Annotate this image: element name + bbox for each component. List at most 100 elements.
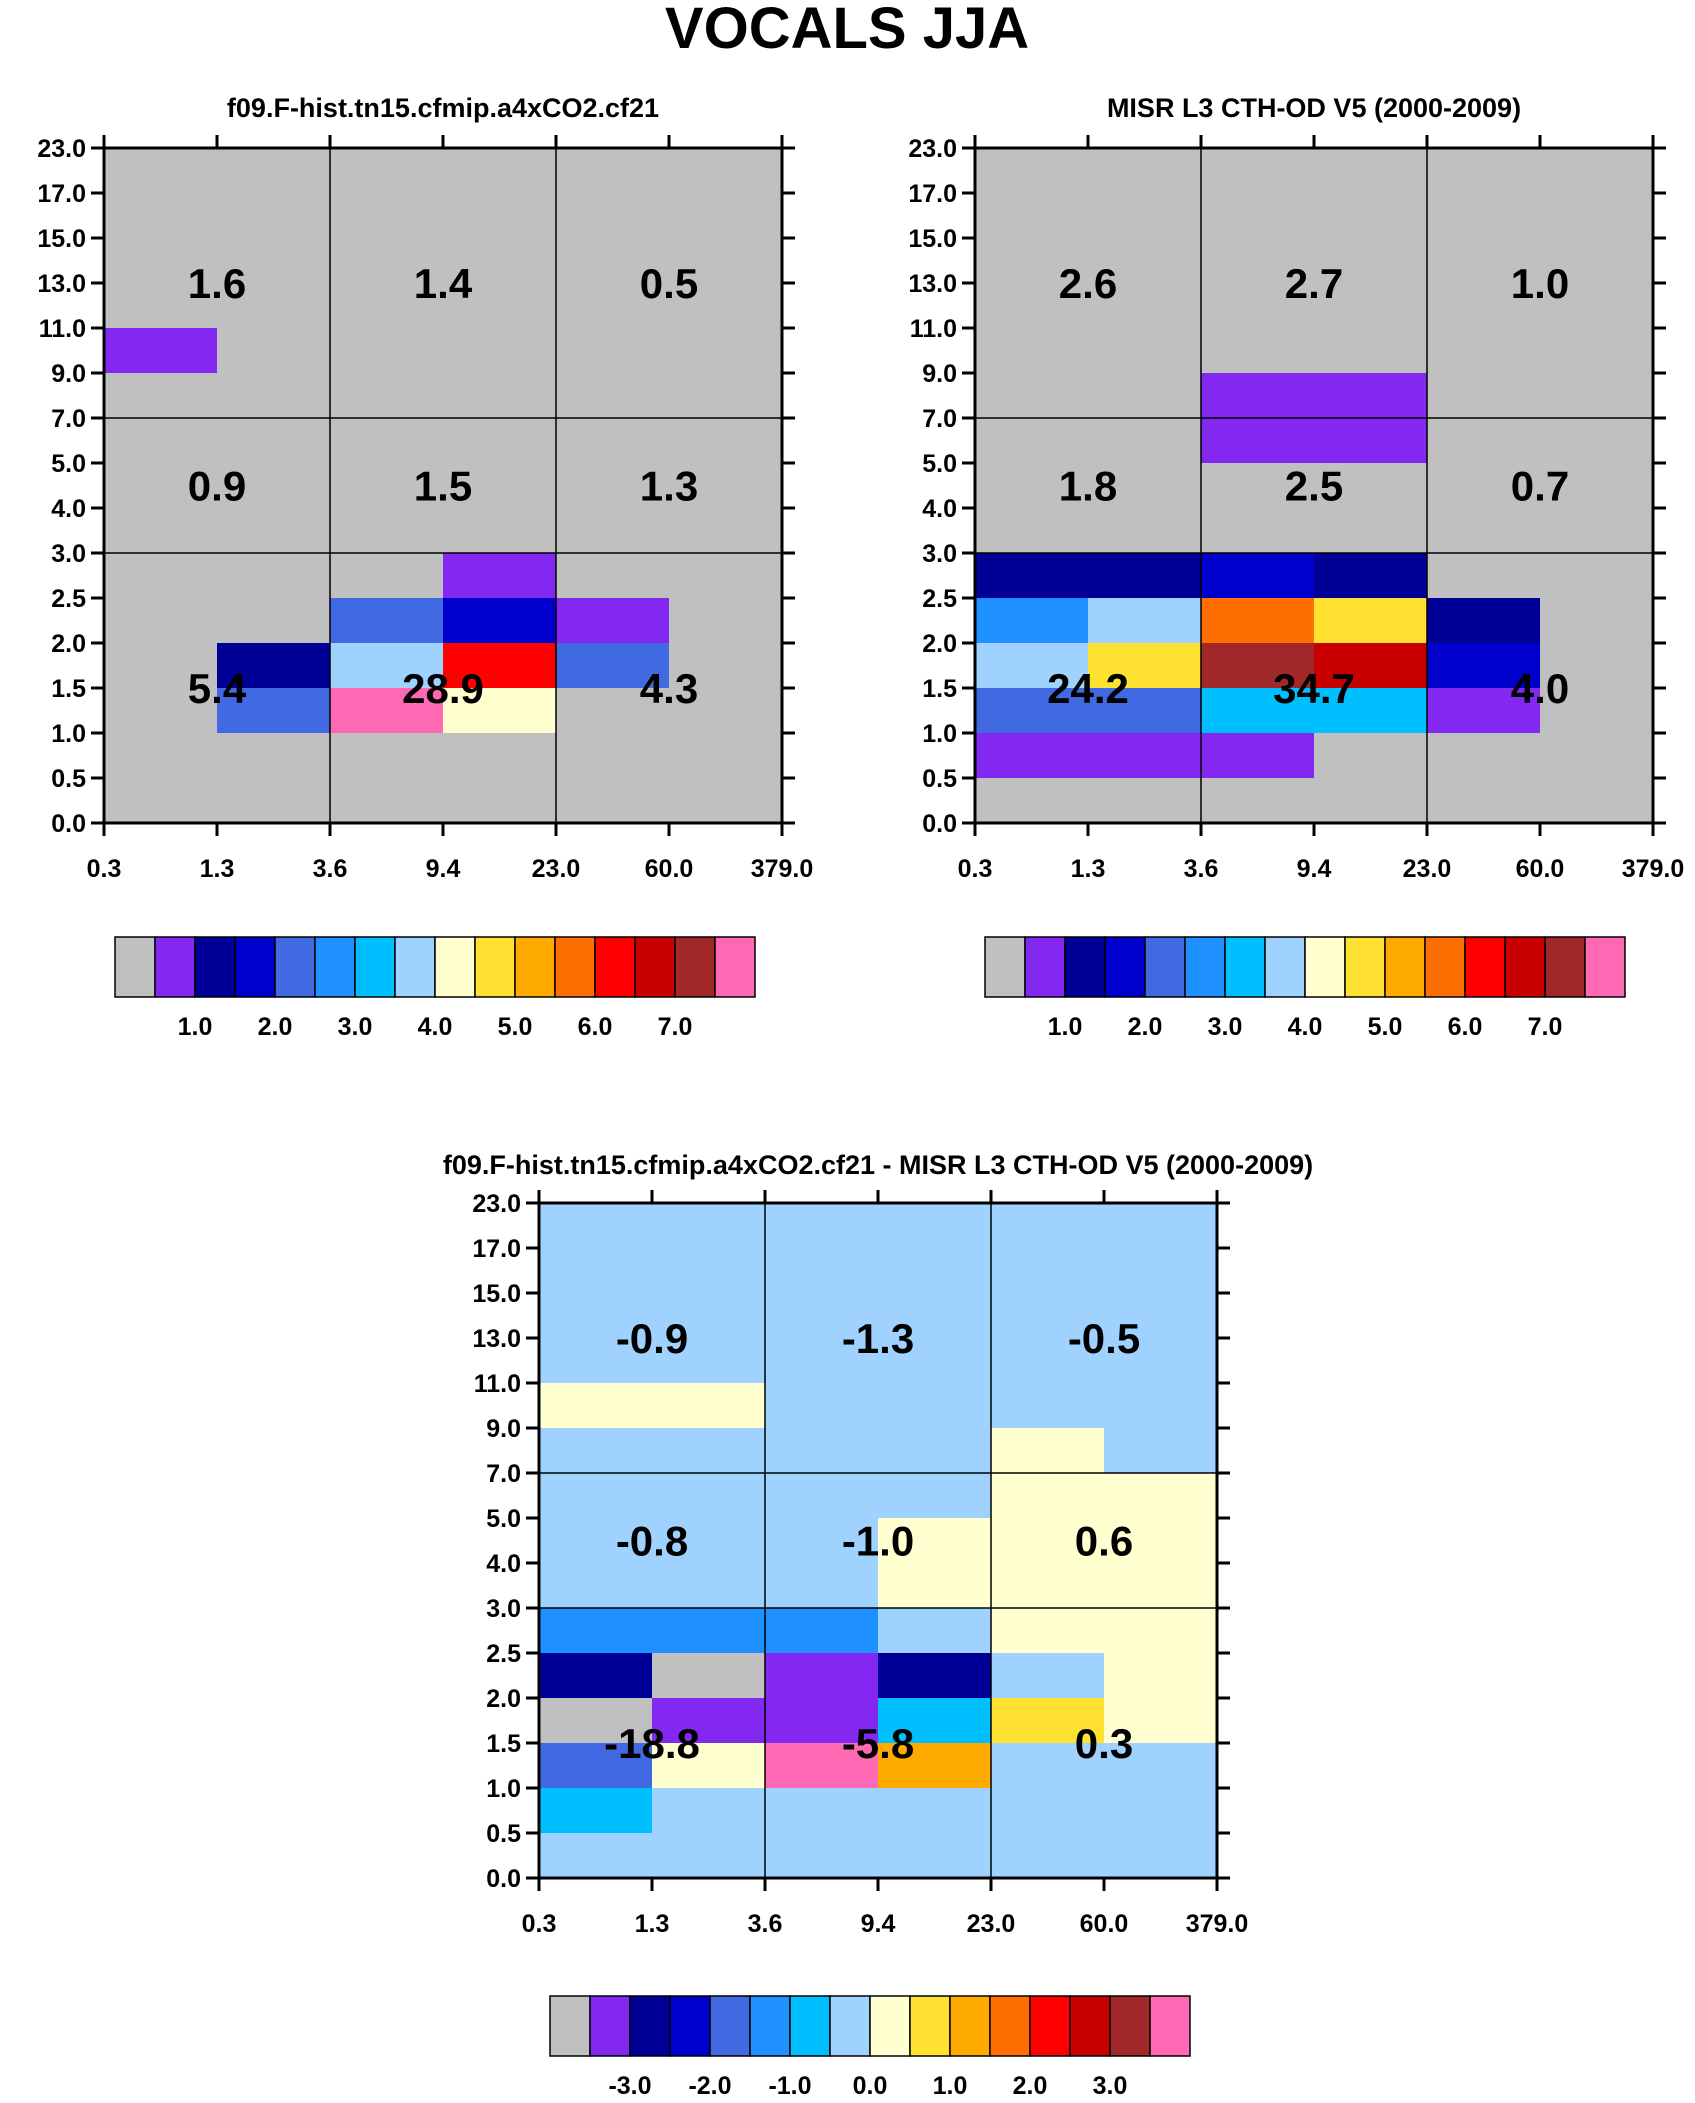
- y-tick-label: 1.5: [486, 1730, 521, 1758]
- colorbar-swatch: [1104, 936, 1146, 998]
- heatmap-cell: [1104, 1563, 1217, 1608]
- colorbar-label: -2.0: [688, 2072, 731, 2100]
- heatmap-cell: [1314, 643, 1427, 688]
- heatmap-cell: [652, 1608, 765, 1653]
- heatmap-cell: [556, 643, 669, 688]
- y-tick-label: 2.5: [486, 1640, 521, 1668]
- y-tick-label: 1.0: [922, 720, 957, 748]
- heatmap-cell: [652, 1698, 765, 1743]
- colorbar-swatch: [594, 936, 636, 998]
- colorbar-swatch: [274, 936, 316, 998]
- region-value: 2.6: [1059, 260, 1117, 307]
- region-value: 1.3: [640, 463, 698, 510]
- region-value: 0.6: [1075, 1518, 1133, 1565]
- region-value: 1.4: [414, 260, 473, 307]
- heatmap-cell: [1427, 643, 1540, 688]
- colorbar-swatch: [1144, 936, 1186, 998]
- region-value: 2.7: [1285, 260, 1343, 307]
- colorbar-label: 3.0: [1093, 2072, 1128, 2100]
- x-tick-label: 1.3: [635, 1910, 670, 1938]
- y-tick-label: 23.0: [472, 1190, 521, 1218]
- heatmap-cell: [1427, 598, 1540, 643]
- colorbar-swatch: [1344, 936, 1386, 998]
- region-value: 1.8: [1059, 463, 1117, 510]
- y-tick-label: 0.5: [486, 1820, 521, 1848]
- heatmap-cell: [652, 1743, 765, 1788]
- y-tick-label: 2.5: [922, 585, 957, 613]
- heatmap-cell: [330, 643, 443, 688]
- colorbar-swatch: [354, 936, 396, 998]
- heatmap-cell: [1314, 688, 1427, 733]
- colorbar-swatch: [1384, 936, 1426, 998]
- heatmap-cell: [1201, 598, 1314, 643]
- region-value: 28.9: [402, 665, 484, 712]
- heatmap-cell: [443, 688, 556, 733]
- y-tick-label: 13.0: [37, 270, 86, 298]
- heatmap-cell: [104, 328, 217, 373]
- colorbar-label: 5.0: [498, 1013, 533, 1041]
- heatmap-cell: [765, 1743, 878, 1788]
- colorbar-swatch: [1584, 936, 1626, 998]
- colorbar-swatch: [1304, 936, 1346, 998]
- colorbar-label: 5.0: [1368, 1013, 1403, 1041]
- heatmap-cell: [539, 1653, 652, 1698]
- colorbar-swatch: [1504, 936, 1546, 998]
- colorbar-swatch: [789, 1995, 831, 2057]
- x-tick-label: 60.0: [1516, 855, 1565, 883]
- colorbar-label: 2.0: [1013, 2072, 1048, 2100]
- heatmap-cell: [443, 643, 556, 688]
- colorbar-swatch: [669, 1995, 711, 2057]
- figure-title: VOCALS JJA: [665, 0, 1029, 61]
- colorbar-swatch: [1184, 936, 1226, 998]
- colorbar-swatch: [634, 936, 676, 998]
- y-tick-label: 13.0: [908, 270, 957, 298]
- colorbar-label: 6.0: [1448, 1013, 1483, 1041]
- region-value: 0.3: [1075, 1720, 1133, 1767]
- heatmap-cell: [991, 1518, 1104, 1563]
- heatmap-cell: [539, 1743, 652, 1788]
- heatmap-cell: [975, 688, 1088, 733]
- heatmap-cell: [1201, 373, 1314, 418]
- heatmap-cell: [991, 1473, 1104, 1518]
- colorbar-label: 3.0: [1208, 1013, 1243, 1041]
- colorbar-swatch: [1069, 1995, 1111, 2057]
- y-tick-label: 0.5: [922, 765, 957, 793]
- heatmap-cell: [1104, 1518, 1217, 1563]
- y-tick-label: 1.5: [51, 675, 86, 703]
- y-tick-label: 9.0: [51, 360, 86, 388]
- heatmap-cell: [652, 1653, 765, 1698]
- colorbar-label: -1.0: [768, 2072, 811, 2100]
- colorbar-swatch: [989, 1995, 1031, 2057]
- x-tick-label: 9.4: [426, 855, 461, 883]
- heatmap-cell: [1201, 733, 1314, 778]
- chart-title: f09.F-hist.tn15.cfmip.a4xCO2.cf21: [227, 93, 659, 123]
- chart-title: MISR L3 CTH-OD V5 (2000-2009): [1107, 93, 1521, 123]
- colorbar-label: 4.0: [418, 1013, 453, 1041]
- y-tick-label: 17.0: [37, 180, 86, 208]
- region-value: 0.7: [1511, 463, 1569, 510]
- region-value: -0.5: [1068, 1315, 1140, 1362]
- x-tick-label: 1.3: [200, 855, 235, 883]
- y-tick-label: 11.0: [474, 1370, 521, 1398]
- y-tick-label: 2.0: [922, 630, 957, 658]
- y-tick-label: 9.0: [486, 1415, 521, 1443]
- colorbar-swatch: [1264, 936, 1306, 998]
- y-tick-label: 0.5: [51, 765, 86, 793]
- heatmap-cell: [1201, 688, 1314, 733]
- colorbar-label: 3.0: [338, 1013, 373, 1041]
- colorbar: -3.0 -2.0 -1.0 0.0 1.0 2.0 3.0: [549, 1995, 1191, 2100]
- heatmap-cell: [765, 1653, 878, 1698]
- y-tick-label: 2.0: [486, 1685, 521, 1713]
- y-tick-label: 9.0: [922, 360, 957, 388]
- colorbar-swatch: [1024, 936, 1066, 998]
- heatmap-cell: [443, 598, 556, 643]
- colorbar-swatch: [984, 936, 1026, 998]
- y-tick-label: 0.0: [922, 810, 957, 838]
- x-tick-label: 60.0: [1080, 1910, 1129, 1938]
- x-tick-label: 3.6: [1184, 855, 1219, 883]
- x-tick-label: 379.0: [1622, 855, 1685, 883]
- x-tick-label: 379.0: [751, 855, 814, 883]
- y-tick-label: 3.0: [922, 540, 957, 568]
- heatmap-cell: [1104, 1473, 1217, 1518]
- heatmap-cell: [443, 553, 556, 598]
